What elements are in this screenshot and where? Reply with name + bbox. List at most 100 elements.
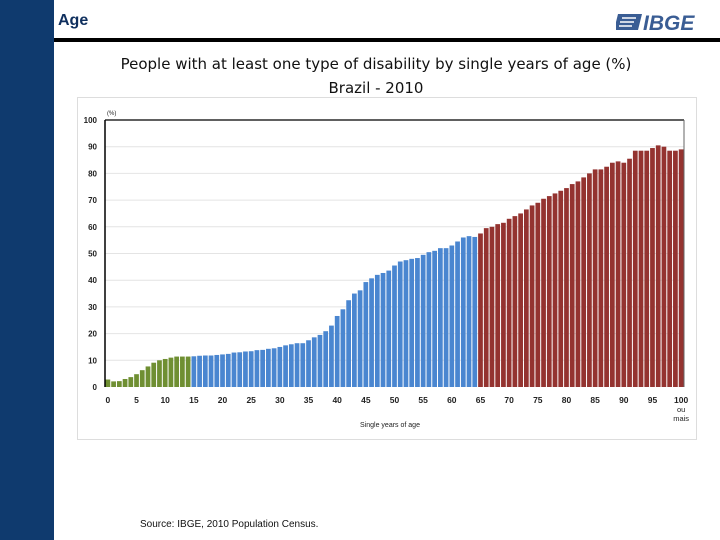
bar bbox=[604, 166, 609, 387]
y-tick-label: 20 bbox=[88, 330, 97, 339]
bar bbox=[506, 218, 512, 387]
bar bbox=[105, 379, 111, 387]
bar bbox=[208, 355, 214, 387]
x-tick-label: 80 bbox=[562, 395, 572, 405]
x-tick-label: 35 bbox=[304, 395, 314, 405]
bar bbox=[420, 254, 426, 387]
bar bbox=[271, 348, 277, 387]
bar bbox=[432, 250, 437, 387]
bar bbox=[609, 162, 615, 387]
bar bbox=[197, 355, 202, 387]
y-tick-label: 100 bbox=[84, 116, 98, 125]
bar bbox=[157, 360, 162, 387]
bar bbox=[243, 351, 248, 387]
section-title: Age bbox=[58, 12, 89, 29]
bar bbox=[306, 340, 311, 387]
bar bbox=[231, 352, 237, 387]
bar bbox=[180, 356, 185, 387]
chart-title: People with at least one type of disabil… bbox=[60, 52, 692, 100]
x-tick-label: 40 bbox=[332, 395, 342, 405]
x-tick-label: ou bbox=[677, 405, 685, 414]
bar bbox=[369, 278, 374, 387]
bar bbox=[415, 258, 420, 387]
x-tick-label: 65 bbox=[476, 395, 486, 405]
ibge-logo: IBGE bbox=[616, 12, 695, 34]
y-tick-label: 10 bbox=[88, 356, 97, 365]
x-tick-label: 50 bbox=[390, 395, 400, 405]
source-note: Source: IBGE, 2010 Population Census. bbox=[140, 519, 319, 530]
bar bbox=[294, 343, 300, 387]
bar bbox=[489, 226, 495, 387]
x-tick-label: 15 bbox=[189, 395, 199, 405]
y-tick-label: 60 bbox=[88, 223, 97, 232]
bar bbox=[546, 196, 552, 387]
bar bbox=[587, 173, 592, 387]
x-tick-label: 95 bbox=[648, 395, 658, 405]
bar bbox=[667, 150, 673, 387]
bar bbox=[495, 224, 501, 387]
bar bbox=[541, 198, 546, 387]
bar bbox=[122, 378, 128, 387]
bar bbox=[564, 188, 569, 387]
bar bbox=[478, 233, 483, 387]
bar bbox=[162, 358, 168, 387]
bar bbox=[443, 248, 449, 387]
bar bbox=[346, 300, 352, 387]
bar bbox=[340, 309, 346, 387]
bar bbox=[380, 272, 386, 387]
bar bbox=[575, 181, 581, 387]
bar bbox=[632, 150, 638, 387]
x-tick-label: 25 bbox=[246, 395, 256, 405]
y-tick-label: 0 bbox=[93, 383, 98, 392]
bar bbox=[501, 222, 506, 387]
bar bbox=[638, 150, 644, 387]
bar bbox=[220, 354, 225, 387]
title-line-2: Brazil - 2010 bbox=[328, 79, 424, 97]
bar bbox=[466, 236, 472, 387]
bar bbox=[300, 343, 306, 387]
bar bbox=[569, 184, 575, 387]
bar bbox=[529, 205, 535, 387]
bar bbox=[311, 337, 317, 387]
x-tick-label: 85 bbox=[590, 395, 600, 405]
bar bbox=[386, 270, 392, 387]
x-axis-label: Single years of age bbox=[360, 422, 420, 429]
unit-label: (%) bbox=[107, 111, 116, 117]
bar bbox=[248, 351, 254, 387]
bar bbox=[214, 354, 220, 387]
bar bbox=[191, 356, 197, 387]
bar bbox=[329, 325, 334, 387]
bar bbox=[592, 169, 598, 387]
bar bbox=[283, 345, 288, 387]
bar bbox=[317, 334, 323, 387]
bar bbox=[202, 355, 208, 387]
bar bbox=[288, 344, 294, 387]
bar bbox=[128, 377, 134, 387]
bar bbox=[139, 370, 145, 387]
y-tick-label: 90 bbox=[88, 143, 97, 152]
title-line-1: People with at least one type of disabil… bbox=[120, 55, 632, 73]
x-tick-label: 20 bbox=[218, 395, 228, 405]
bar bbox=[650, 148, 655, 387]
bar bbox=[598, 169, 604, 387]
bar bbox=[392, 265, 397, 387]
bar bbox=[644, 150, 650, 387]
bar bbox=[455, 241, 460, 387]
bar bbox=[460, 237, 466, 387]
bar bbox=[627, 158, 632, 387]
bar bbox=[621, 162, 627, 387]
x-tick-label: 90 bbox=[619, 395, 629, 405]
bar bbox=[254, 350, 260, 387]
header-divider bbox=[54, 38, 720, 42]
x-tick-label: 30 bbox=[275, 395, 285, 405]
x-tick-label: 75 bbox=[533, 395, 543, 405]
bar bbox=[437, 248, 443, 387]
bar bbox=[185, 356, 191, 387]
bar bbox=[661, 146, 667, 387]
bar bbox=[472, 236, 478, 387]
bar bbox=[449, 245, 455, 387]
bar bbox=[334, 315, 340, 387]
x-tick-label: 5 bbox=[134, 395, 139, 405]
y-tick-label: 50 bbox=[88, 250, 97, 259]
sidebar bbox=[0, 0, 54, 540]
